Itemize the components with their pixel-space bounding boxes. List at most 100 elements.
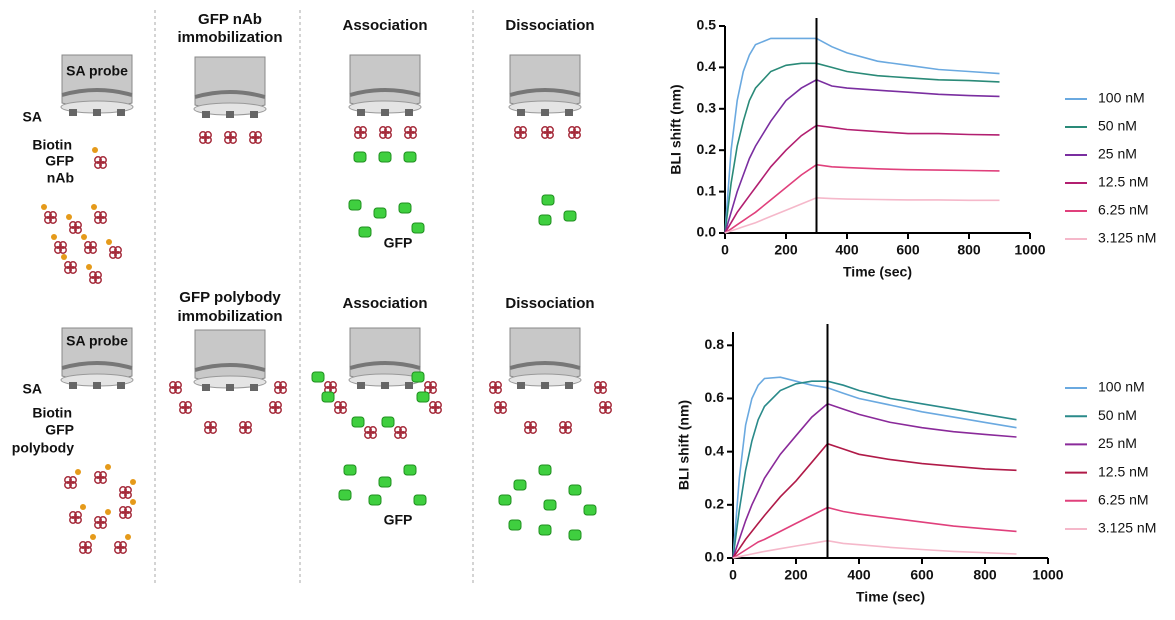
biotin [105, 464, 111, 470]
probe-body [350, 328, 420, 381]
probe-label: SA probe [66, 333, 128, 349]
step-header: GFP polybody [179, 289, 281, 306]
biotin [51, 234, 57, 240]
sa-block [517, 109, 525, 116]
legend-label: 6.25 nM [1098, 492, 1149, 508]
analyte-label: GFP [384, 512, 413, 528]
gfp [542, 195, 554, 205]
ligand-label: nAb [47, 170, 74, 186]
step-header: immobilization [178, 29, 283, 46]
series-line [733, 541, 1017, 558]
legend-label: 25 nM [1098, 435, 1137, 451]
sa-block [405, 109, 413, 116]
ligand-label: polybody [12, 440, 74, 456]
sa-block [357, 109, 365, 116]
gfp [569, 485, 581, 495]
sa-block [93, 382, 101, 389]
y-tick-label: 0.8 [705, 336, 725, 352]
biotin-label: Biotin [32, 137, 72, 153]
x-tick-label: 600 [896, 242, 920, 258]
gfp [412, 223, 424, 233]
legend-label: 25 nM [1098, 146, 1137, 162]
biotin [130, 499, 136, 505]
ligand-label: GFP [45, 422, 74, 438]
legend-label: 12.5 nM [1098, 174, 1149, 190]
legend-label: 12.5 nM [1098, 463, 1149, 479]
gfp [382, 417, 394, 427]
gfp [539, 215, 551, 225]
series-line [725, 80, 1000, 233]
x-tick-label: 200 [784, 567, 808, 583]
gfp [509, 520, 521, 530]
sa-block [381, 109, 389, 116]
sa-label: SA [23, 109, 42, 125]
page: { "schematic": { "rows": [ {"probe": "SA… [0, 0, 1175, 620]
y-axis-title: BLI shift (nm) [668, 84, 684, 174]
biotin [75, 469, 81, 475]
gfp [379, 152, 391, 162]
sa-block [405, 382, 413, 389]
gfp [344, 465, 356, 475]
sa-block [357, 382, 365, 389]
sa-block [250, 384, 258, 391]
sa-block [202, 384, 210, 391]
legend-label: 6.25 nM [1098, 202, 1149, 218]
gfp [399, 203, 411, 213]
ligand-label: GFP [45, 153, 74, 169]
gfp [354, 152, 366, 162]
y-tick-label: 0.4 [705, 442, 725, 458]
sa-block [541, 382, 549, 389]
y-tick-label: 0.0 [697, 224, 717, 240]
biotin [80, 504, 86, 510]
figure: SA probe SA Biotin GFP nAb GFP nAb immob… [0, 0, 1175, 620]
legend-label: 50 nM [1098, 118, 1137, 134]
y-tick-label: 0.4 [697, 58, 717, 74]
gfp [404, 152, 416, 162]
sa-block [93, 109, 101, 116]
gfp [349, 200, 361, 210]
sa-block [381, 382, 389, 389]
y-tick-label: 0.3 [697, 100, 717, 116]
biotin [125, 534, 131, 540]
sa-block [541, 109, 549, 116]
biotin [81, 234, 87, 240]
gfp [369, 495, 381, 505]
series-line [733, 508, 1017, 559]
sa-block [117, 109, 125, 116]
x-tick-label: 1000 [1014, 242, 1045, 258]
gfp [359, 227, 371, 237]
sa-block [565, 382, 573, 389]
sa-block [517, 382, 525, 389]
y-axis-title: BLI shift (nm) [676, 400, 692, 490]
legend-label: 100 nM [1098, 379, 1145, 395]
gfp [379, 477, 391, 487]
biotin [130, 479, 136, 485]
sa-block [202, 111, 210, 118]
legend-label: 3.125 nM [1098, 230, 1156, 246]
x-tick-label: 400 [835, 242, 859, 258]
gfp [514, 480, 526, 490]
sa-label: SA [23, 381, 42, 397]
analyte-label: GFP [384, 235, 413, 251]
probe-label: SA probe [66, 63, 128, 79]
y-tick-label: 0.1 [697, 182, 717, 198]
y-tick-label: 0.2 [697, 141, 717, 157]
x-tick-label: 600 [910, 567, 934, 583]
legend-label: 3.125 nM [1098, 520, 1156, 536]
step-header: Dissociation [505, 295, 594, 312]
biotin [41, 204, 47, 210]
gfp [404, 465, 416, 475]
y-tick-label: 0.0 [705, 549, 725, 565]
gfp [544, 500, 556, 510]
gfp [499, 495, 511, 505]
y-tick-label: 0.5 [697, 17, 717, 33]
x-axis-title: Time (sec) [843, 264, 912, 280]
x-tick-label: 0 [729, 567, 737, 583]
biotin [90, 534, 96, 540]
gfp [569, 530, 581, 540]
gfp [417, 392, 429, 402]
biotin [61, 254, 67, 260]
y-tick-label: 0.2 [705, 496, 725, 512]
biotin [86, 264, 92, 270]
gfp [339, 490, 351, 500]
